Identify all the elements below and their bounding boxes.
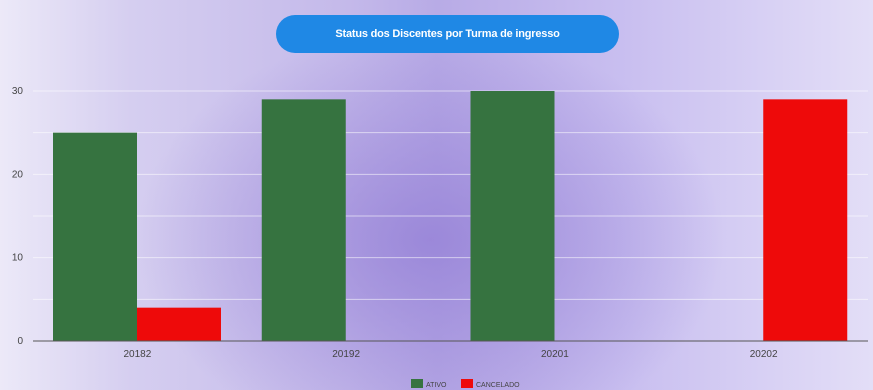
bars <box>53 91 848 341</box>
legend-item-cancelado[interactable]: CANCELADO <box>461 379 520 389</box>
bar-ativo-20182 <box>53 132 137 341</box>
chart-title: Status dos Discentes por Turma de ingres… <box>276 15 619 53</box>
y-tick-label: 20 <box>12 169 24 180</box>
bar-ativo-20201 <box>470 91 555 341</box>
y-tick-label: 0 <box>17 336 23 347</box>
x-tick-label: 20202 <box>750 349 778 360</box>
x-tick-label: 20192 <box>332 349 360 360</box>
legend-item-ativo[interactable]: ATIVO <box>411 379 447 389</box>
bar-cancelado-20202 <box>763 99 848 341</box>
y-tick-label: 10 <box>12 253 24 264</box>
x-tick-label: 20201 <box>541 349 569 360</box>
legend-swatch <box>411 379 423 388</box>
legend[interactable]: ATIVO CANCELADO <box>411 379 520 389</box>
legend-swatch <box>461 379 473 388</box>
bar-ativo-20192 <box>261 99 346 341</box>
x-tick-label: 20182 <box>123 349 151 360</box>
x-axis-labels: 20182 20192 20201 20202 <box>123 349 777 360</box>
y-tick-label: 30 <box>12 86 24 97</box>
y-axis-ticks: 0 10 20 30 <box>12 86 24 347</box>
legend-label: CANCELADO <box>476 382 520 389</box>
bar-cancelado-20182 <box>137 307 221 341</box>
gridlines <box>33 90 868 300</box>
legend-label: ATIVO <box>426 382 447 389</box>
